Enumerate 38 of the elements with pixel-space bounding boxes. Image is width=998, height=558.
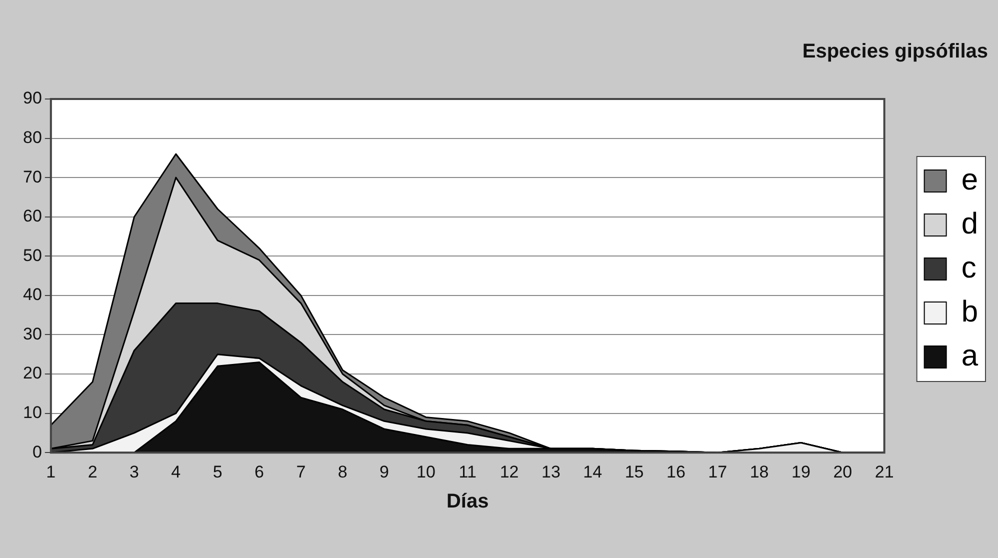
chart-title: Especies gipsófilas xyxy=(802,40,988,63)
y-tick-label: 20 xyxy=(22,364,42,383)
y-tick-label: 40 xyxy=(22,285,42,304)
y-tick-label: 60 xyxy=(22,206,42,226)
y-tick-label: 0 xyxy=(32,442,42,462)
x-tick-label: 14 xyxy=(583,462,602,482)
x-tick-label: 4 xyxy=(171,462,181,482)
y-tick-label: 80 xyxy=(22,128,42,147)
x-tick-label: 1 xyxy=(46,462,56,482)
x-tick-label: 21 xyxy=(874,462,894,482)
x-tick-label: 12 xyxy=(500,462,519,482)
x-tick-label: 8 xyxy=(338,462,348,482)
legend-label: b xyxy=(961,295,978,328)
x-tick-label: 17 xyxy=(708,462,728,482)
x-tick-label: 19 xyxy=(792,462,810,482)
x-tick-label: 15 xyxy=(624,462,644,482)
x-tick-label: 9 xyxy=(380,462,390,482)
x-tick-label: 3 xyxy=(130,462,139,482)
x-tick-label: 6 xyxy=(254,462,264,482)
x-tick-label: 18 xyxy=(750,462,769,482)
x-tick-label: 2 xyxy=(88,462,98,482)
x-tick-label: 16 xyxy=(666,462,686,482)
legend-label: d xyxy=(961,207,978,240)
x-axis-title: Días xyxy=(446,490,489,513)
y-tick-label: 10 xyxy=(22,403,42,422)
y-tick-label: 50 xyxy=(22,246,42,265)
x-tick-label: 20 xyxy=(833,462,852,482)
y-tick-label: 90 xyxy=(22,88,42,108)
legend-label: c xyxy=(961,251,976,284)
legend-label: a xyxy=(961,339,978,372)
x-tick-label: 7 xyxy=(296,462,306,482)
legend-label: e xyxy=(961,163,978,196)
y-tick-label: 70 xyxy=(22,167,42,186)
x-tick-label: 11 xyxy=(458,462,476,482)
x-tick-label: 5 xyxy=(212,462,222,482)
x-tick-label: 13 xyxy=(541,462,560,482)
x-tick-label: 10 xyxy=(416,462,436,482)
y-tick-label: 30 xyxy=(22,324,42,344)
